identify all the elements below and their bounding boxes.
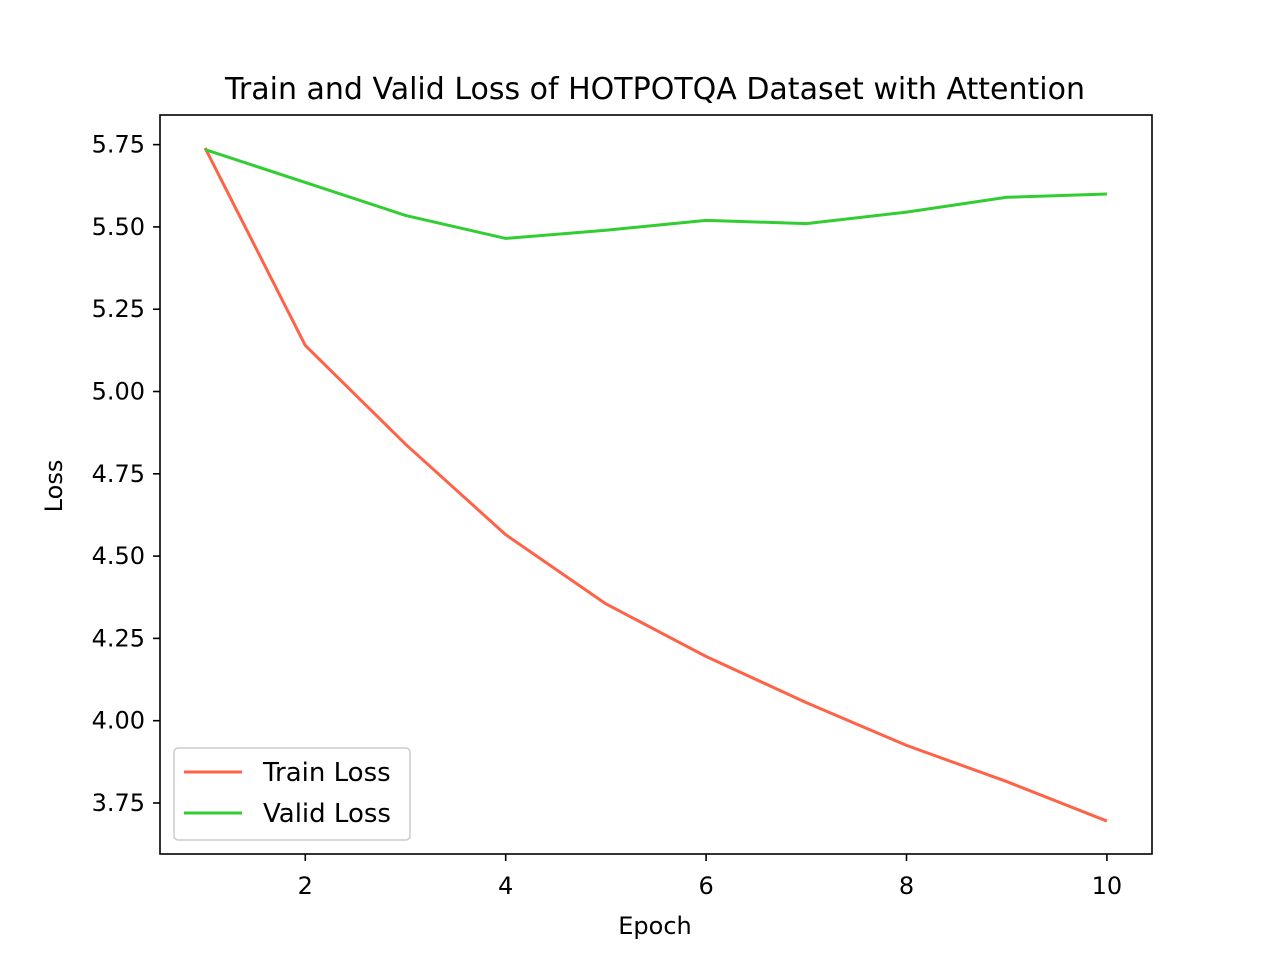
y-tick-label: 4.75 [92, 460, 145, 488]
legend-label-1: Valid Loss [263, 799, 391, 829]
y-tick-label: 4.25 [92, 624, 145, 652]
x-tick-label: 4 [498, 872, 513, 900]
x-axis-label: Epoch [618, 912, 692, 940]
x-tick-label: 8 [899, 872, 914, 900]
series-line-1 [204, 148, 1107, 240]
plot-area: 2 4 6 8 10 3.75 4.00 4.25 4.50 4.75 5.00 5.25 5.50 5.… [92, 114, 1153, 900]
x-tick-label: 2 [298, 872, 313, 900]
series-line-0 [203, 147, 1108, 823]
y-tick-label: 4.00 [92, 707, 145, 735]
chart-title: Train and Valid Loss of HOTPOTQA Dataset… [224, 72, 1085, 107]
y-tick-label: 4.50 [92, 542, 145, 570]
legend: Train Loss Valid Loss [173, 747, 411, 841]
y-tick-label: 3.75 [92, 789, 145, 817]
y-tick-label: 5.25 [92, 295, 145, 323]
x-tick-label: 10 [1092, 872, 1123, 900]
y-tick-label: 5.75 [92, 131, 145, 159]
plot-frame [159, 114, 1153, 855]
legend-label-0: Train Loss [262, 758, 391, 788]
y-axis-label: Loss [40, 460, 68, 513]
y-tick-label: 5.50 [92, 213, 145, 241]
y-tick-label: 5.00 [92, 378, 145, 406]
x-tick-label: 6 [698, 872, 713, 900]
